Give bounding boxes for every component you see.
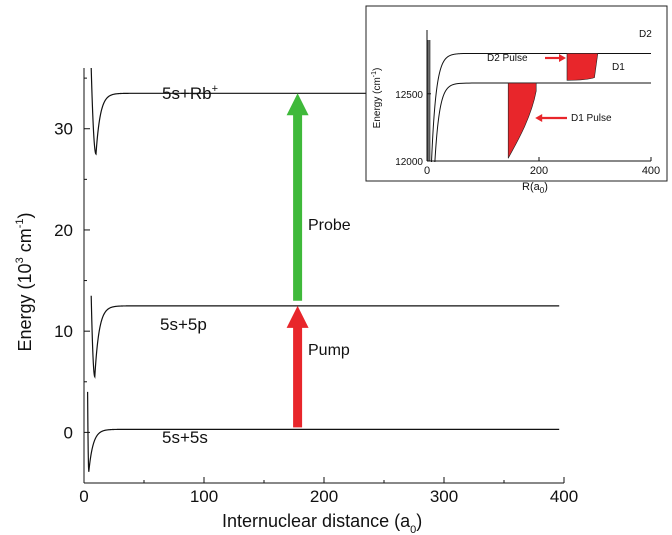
main-axes: 0 100 200 300 400 0 10 20 30 xyxy=(54,68,578,506)
inset-y-tick-label: 12500 xyxy=(395,90,423,101)
inset-label-d2: D2 xyxy=(639,29,652,40)
inset-x-tick-label: 0 xyxy=(424,165,430,177)
y-tick-label: 20 xyxy=(54,221,73,240)
main-chart: 0 100 200 300 400 0 10 20 30 Energy (103 cm-1) I… xyxy=(14,68,578,535)
y-axis-title: Energy (103 cm-1) xyxy=(14,213,35,352)
inset-label-d1: D1 xyxy=(612,62,625,73)
inset-axes: 0 200 400 12000 12500 xyxy=(395,30,660,177)
inset-pulses xyxy=(507,53,599,159)
inset-y-tick-label: 12000 xyxy=(395,157,423,168)
y-tick-label: 0 xyxy=(64,423,73,442)
inset-x-axis-title: R(a0) xyxy=(522,181,548,195)
pump-arrow xyxy=(286,305,309,428)
x-tick-label: 100 xyxy=(190,487,218,506)
d2-pulse-arrow-head xyxy=(559,54,566,62)
inset-x-tick-label: 200 xyxy=(530,165,548,177)
d1-pulse-shape xyxy=(507,82,537,159)
x-tick-label: 0 xyxy=(79,487,88,506)
probe-label: Probe xyxy=(308,217,351,234)
inset-chart: 0 200 400 12000 12500 Energy (cm-1) R(a0) D2… xyxy=(365,5,668,195)
label-5s-5p: 5s+5p xyxy=(160,315,207,334)
potential-curve-1 xyxy=(90,295,560,379)
label-5s-rb-ion: 5s+Rb+ xyxy=(162,83,218,103)
y-tick-label: 30 xyxy=(54,120,73,139)
label-5s-5s: 5s+5s xyxy=(162,428,208,447)
inset-curve-d1 xyxy=(434,82,651,162)
probe-arrow xyxy=(286,93,309,301)
d1-pulse-label: D1 Pulse xyxy=(571,113,612,124)
potential-curve-0 xyxy=(87,391,560,472)
x-tick-label: 300 xyxy=(430,487,458,506)
pump-label: Pump xyxy=(308,342,350,359)
x-tick-label: 200 xyxy=(310,487,338,506)
transition-arrows xyxy=(286,93,309,428)
x-tick-label: 400 xyxy=(550,487,578,506)
inset-x-tick-label: 400 xyxy=(642,165,660,177)
x-axis-title: Internuclear distance (a0) xyxy=(222,511,422,535)
d2-pulse-shape xyxy=(566,53,599,81)
inset-y-axis-title: Energy (cm-1) xyxy=(371,68,383,129)
d2-pulse-label: D2 Pulse xyxy=(487,53,528,64)
y-tick-label: 10 xyxy=(54,322,73,341)
d1-pulse-arrow-head xyxy=(535,114,543,122)
